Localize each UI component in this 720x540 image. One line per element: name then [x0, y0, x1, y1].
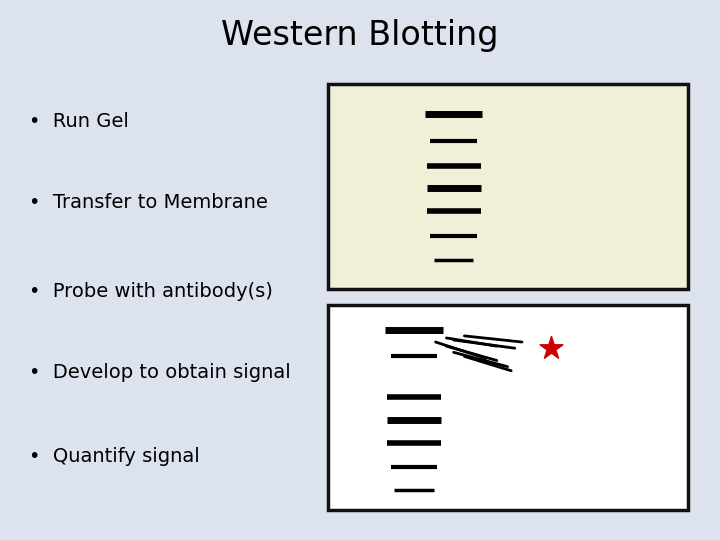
Text: •  Probe with antibody(s): • Probe with antibody(s) [29, 282, 273, 301]
Point [545, 344, 557, 353]
Text: •  Quantify signal: • Quantify signal [29, 447, 199, 466]
Text: •  Develop to obtain signal: • Develop to obtain signal [29, 363, 291, 382]
Text: •  Run Gel: • Run Gel [29, 112, 129, 131]
Text: Western Blotting: Western Blotting [221, 18, 499, 52]
Bar [328, 84, 688, 289]
Bar [328, 305, 688, 510]
Text: •  Transfer to Membrane: • Transfer to Membrane [29, 193, 268, 212]
